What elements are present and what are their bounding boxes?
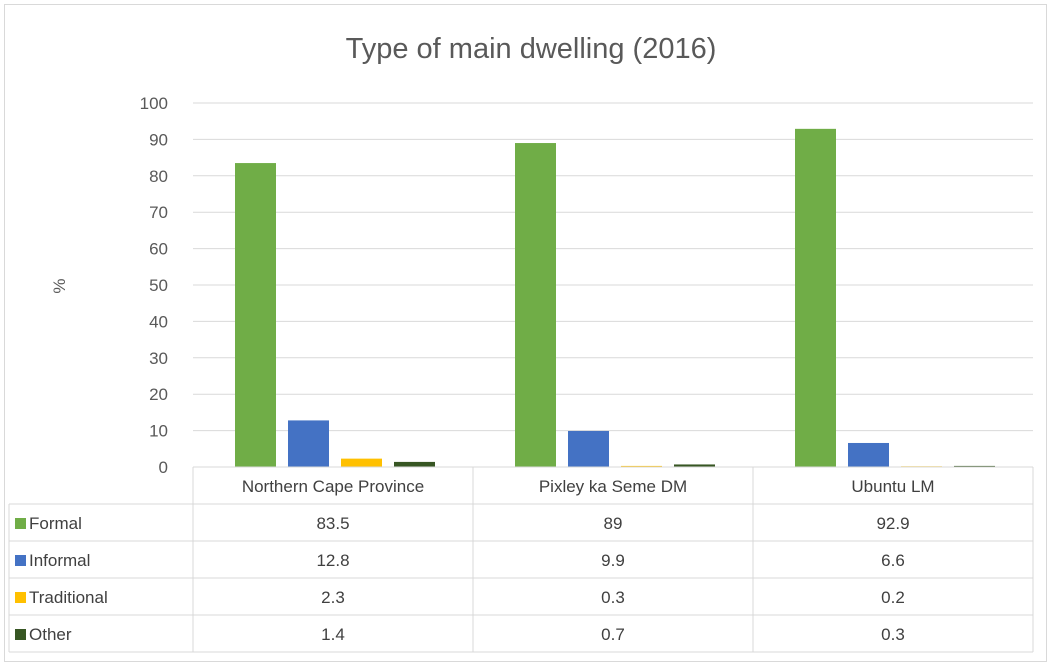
bar-informal-2 [568, 430, 609, 467]
y-tick-label: 60 [149, 240, 168, 259]
y-tick-label: 70 [149, 203, 168, 222]
y-tick-label: 40 [149, 312, 168, 331]
y-tick-label: 100 [140, 94, 168, 113]
category-label: Ubuntu LM [851, 477, 934, 496]
y-tick-label: 50 [149, 276, 168, 295]
chart-title: Type of main dwelling (2016) [346, 33, 717, 65]
series-name: Informal [29, 551, 90, 570]
series-name: Other [29, 625, 72, 644]
bar-informal-1 [288, 420, 329, 467]
table-value: 83.5 [316, 514, 349, 533]
bar-other-3 [954, 465, 995, 467]
legend-key-formal [15, 518, 26, 529]
table-value: 9.9 [601, 551, 625, 570]
bar-other-1 [394, 461, 435, 467]
bars [235, 128, 995, 468]
table-value: 0.2 [881, 588, 905, 607]
table-value: 12.8 [316, 551, 349, 570]
bar-formal-2 [515, 143, 556, 468]
table-value: 2.3 [321, 588, 345, 607]
table-value: 89 [604, 514, 623, 533]
bar-traditional-2 [621, 465, 662, 467]
series-name: Traditional [29, 588, 108, 607]
y-axis-label: % [50, 278, 69, 293]
y-tick-label: 10 [149, 422, 168, 441]
category-label: Northern Cape Province [242, 477, 424, 496]
bar-other-2 [674, 464, 715, 467]
legend-key-traditional [15, 592, 26, 603]
y-tick-label: 0 [159, 458, 168, 477]
y-tick-label: 30 [149, 349, 168, 368]
table-value: 0.3 [601, 588, 625, 607]
y-tick-label: 80 [149, 167, 168, 186]
bar-traditional-1 [341, 458, 382, 467]
legend-key-other [15, 629, 26, 640]
table-value: 92.9 [876, 514, 909, 533]
table-value: 0.7 [601, 625, 625, 644]
table-value: 6.6 [881, 551, 905, 570]
table-value: 0.3 [881, 625, 905, 644]
bar-informal-3 [848, 442, 889, 467]
legend-key-informal [15, 555, 26, 566]
category-label: Pixley ka Seme DM [539, 477, 687, 496]
table-value: 1.4 [321, 625, 345, 644]
bar-formal-3 [795, 128, 836, 467]
gridlines [193, 102, 1033, 468]
bar-formal-1 [235, 163, 276, 467]
y-tick-label: 90 [149, 130, 168, 149]
y-tick-labels: 0 10 20 30 40 50 60 70 80 90 100 [140, 94, 168, 477]
series-name: Formal [29, 514, 82, 533]
data-table: Northern Cape Province Pixley ka Seme DM U… [8, 466, 1034, 653]
y-tick-label: 20 [149, 385, 168, 404]
